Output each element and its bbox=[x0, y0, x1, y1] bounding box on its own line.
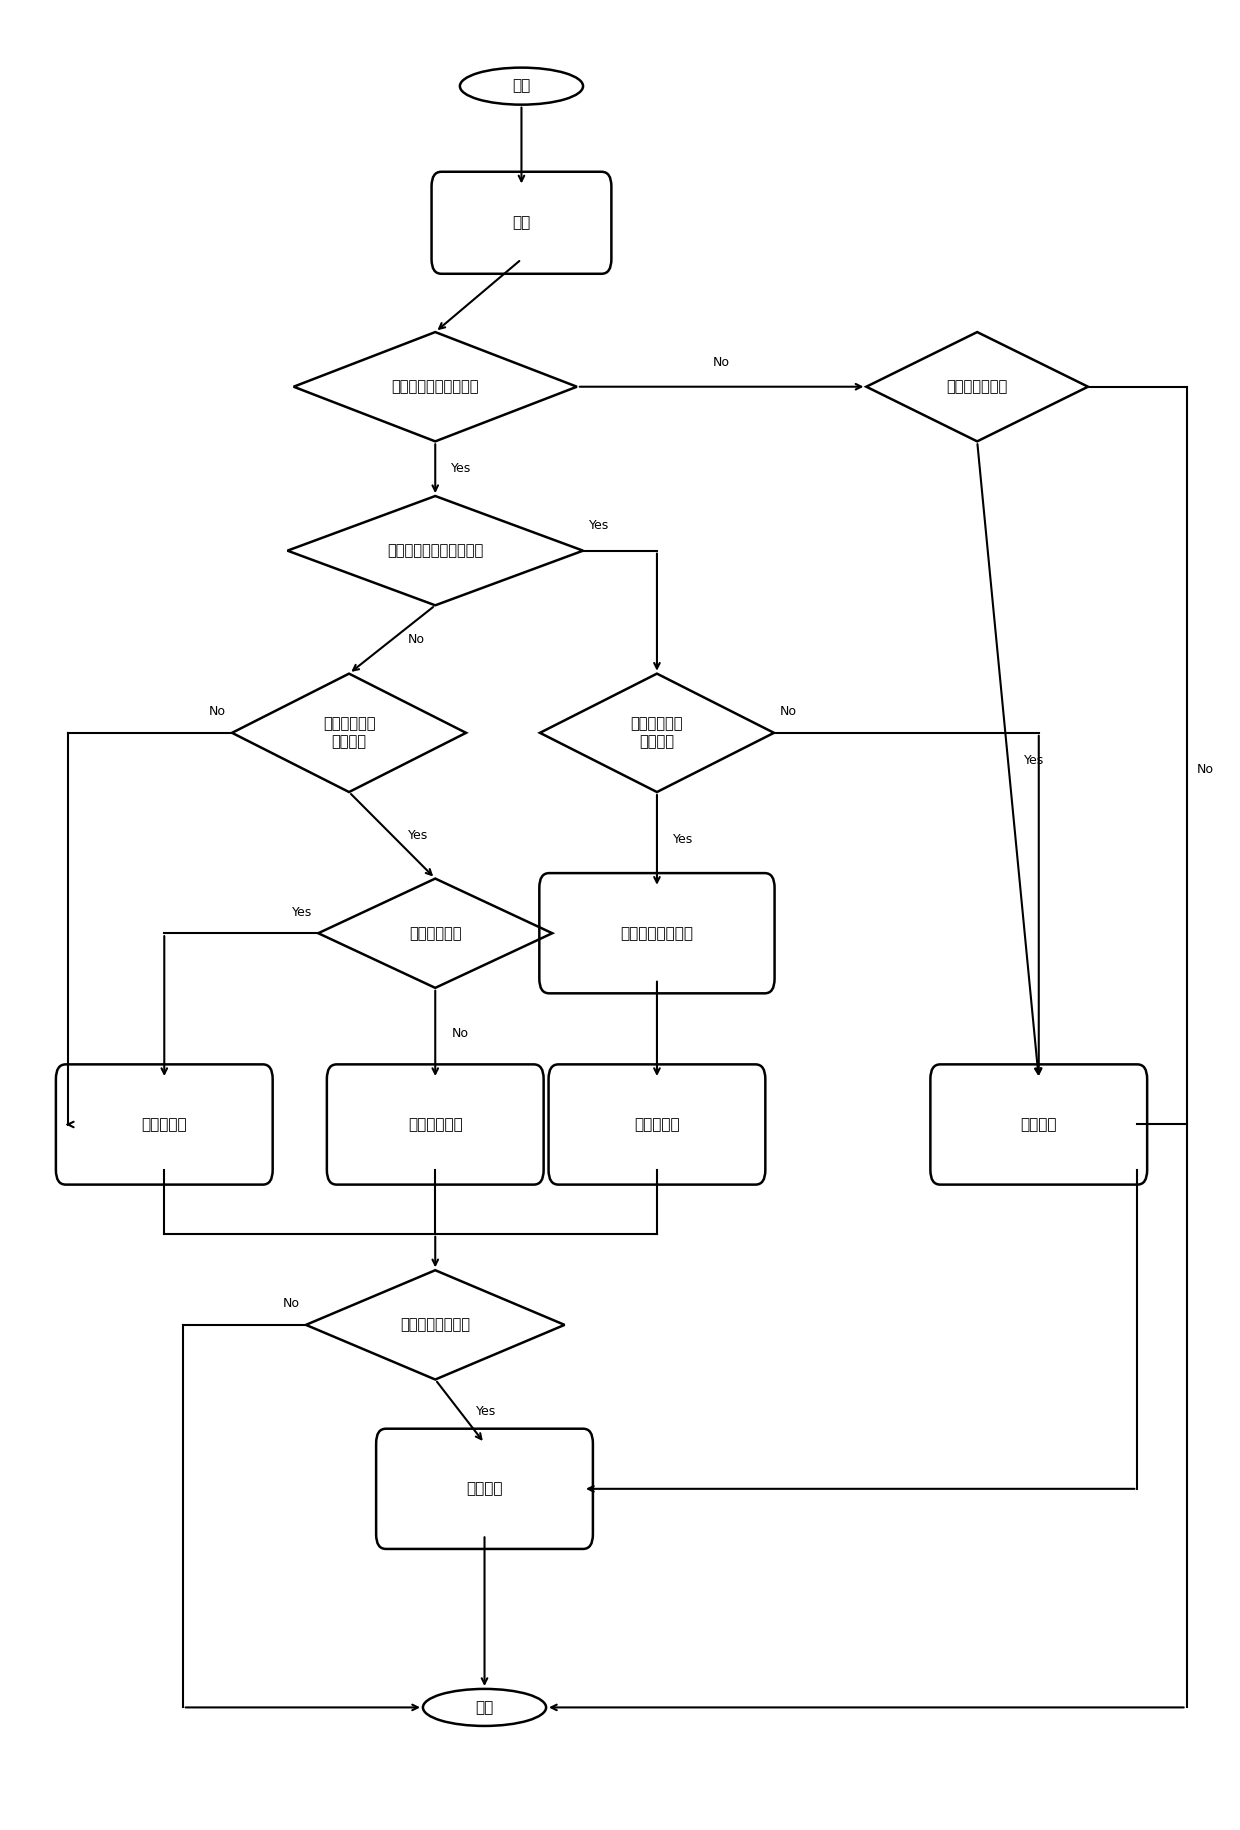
Text: 不接地算法: 不接地算法 bbox=[141, 1116, 187, 1133]
Text: 电压突变大于
启动阈值: 电压突变大于 启动阈值 bbox=[322, 717, 376, 748]
Text: 短路故障: 短路故障 bbox=[1021, 1116, 1056, 1133]
Text: 中性点不接地: 中性点不接地 bbox=[409, 926, 461, 941]
Text: 故障在检测点上游: 故障在检测点上游 bbox=[401, 1318, 470, 1332]
Text: 是否有停电发生: 是否有停电发生 bbox=[946, 379, 1008, 393]
Text: Yes: Yes bbox=[408, 829, 428, 842]
Text: 小电阻算法: 小电阻算法 bbox=[634, 1116, 680, 1133]
Text: Yes: Yes bbox=[291, 906, 312, 919]
Text: 消弧线圈算法: 消弧线圈算法 bbox=[408, 1116, 463, 1133]
Text: 开始: 开始 bbox=[512, 79, 531, 93]
Text: 电流突变大于
启动阈值: 电流突变大于 启动阈值 bbox=[631, 717, 683, 748]
Text: 中性点小电阻接地: 中性点小电阻接地 bbox=[620, 926, 693, 941]
Text: No: No bbox=[713, 355, 730, 368]
Text: No: No bbox=[208, 705, 226, 717]
Text: 采样: 采样 bbox=[512, 216, 531, 231]
Text: No: No bbox=[451, 1027, 469, 1039]
Text: 电流小于短路故障阈值: 电流小于短路故障阈值 bbox=[392, 379, 479, 393]
Text: No: No bbox=[780, 705, 797, 717]
Text: Yes: Yes bbox=[451, 463, 471, 476]
Text: Yes: Yes bbox=[1024, 754, 1044, 767]
Text: Yes: Yes bbox=[476, 1405, 496, 1418]
Text: 就地报警: 就地报警 bbox=[466, 1480, 502, 1497]
Text: 录波启动为电流突变启动: 录波启动为电流突变启动 bbox=[387, 544, 484, 558]
Text: No: No bbox=[408, 633, 425, 646]
Text: 结束: 结束 bbox=[475, 1700, 494, 1715]
Text: No: No bbox=[1197, 763, 1214, 776]
Text: Yes: Yes bbox=[673, 833, 693, 845]
Text: Yes: Yes bbox=[589, 520, 609, 533]
Text: No: No bbox=[283, 1297, 300, 1310]
